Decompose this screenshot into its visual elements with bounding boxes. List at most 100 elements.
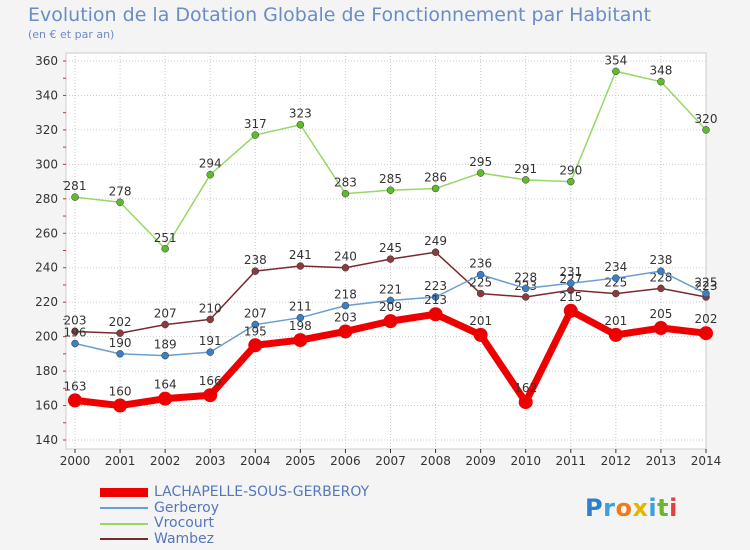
- y-tick-label: 260: [35, 226, 58, 240]
- data-point: [563, 303, 578, 318]
- data-label: 285: [379, 172, 402, 186]
- chart-subtitle: (en € et par an): [28, 28, 115, 41]
- data-label: 205: [649, 307, 672, 321]
- data-point: [293, 333, 308, 348]
- data-label: 160: [109, 385, 132, 399]
- data-point: [702, 289, 710, 298]
- data-label: 213: [424, 293, 447, 307]
- data-label: 281: [64, 179, 87, 193]
- data-point: [657, 267, 665, 275]
- x-tick-label: 2007: [375, 454, 406, 468]
- plot-area: [65, 52, 707, 450]
- data-label: 218: [334, 288, 357, 302]
- data-point: [113, 398, 128, 413]
- y-tick-label: 180: [35, 364, 58, 378]
- x-tick-label: 2005: [285, 454, 316, 468]
- x-tick-label: 2001: [105, 454, 136, 468]
- data-label: 251: [154, 231, 177, 245]
- data-point: [386, 186, 395, 194]
- data-label: 210: [199, 301, 222, 315]
- data-label: 295: [469, 155, 492, 169]
- legend-swatch: [100, 507, 148, 510]
- x-tick-label: 2000: [60, 454, 91, 468]
- data-point: [341, 263, 350, 272]
- data-point: [71, 193, 79, 201]
- y-tick-label: 300: [35, 157, 58, 171]
- data-label: 203: [334, 310, 357, 324]
- data-point: [386, 296, 395, 305]
- data-point: [296, 262, 305, 270]
- legend-item: LACHAPELLE-SOUS-GERBEROY: [100, 485, 369, 501]
- legend-swatch: [100, 522, 148, 525]
- legend-label: LACHAPELLE-SOUS-GERBEROY: [154, 484, 370, 501]
- data-label: 323: [289, 107, 312, 121]
- legend-item: Wambez: [100, 530, 369, 548]
- data-point: [206, 348, 214, 356]
- data-point: [203, 388, 218, 403]
- data-point: [116, 350, 124, 358]
- data-label: 198: [289, 319, 312, 333]
- data-point: [431, 248, 440, 256]
- data-label: 163: [64, 379, 87, 393]
- data-label: 238: [649, 253, 672, 267]
- data-point: [296, 120, 305, 129]
- x-tick-label: 2010: [510, 454, 541, 468]
- data-label: 294: [199, 157, 222, 171]
- data-point: [608, 327, 623, 342]
- x-tick-label: 2008: [420, 454, 451, 468]
- data-label: 278: [109, 184, 132, 198]
- data-label: 249: [424, 234, 447, 248]
- data-point: [473, 327, 488, 342]
- y-tick-label: 320: [35, 123, 58, 137]
- data-point: [341, 301, 350, 310]
- y-tick-label: 280: [35, 192, 58, 206]
- data-point: [431, 293, 440, 301]
- data-point: [251, 320, 260, 329]
- series-vrocourt: 281 278 251 294 317 323 283 285 286 295 291 290 354 3…: [64, 53, 718, 253]
- data-label: 209: [379, 300, 402, 314]
- data-point: [161, 351, 169, 360]
- data-point: [657, 77, 665, 86]
- data-point: [206, 315, 214, 324]
- data-point: [161, 245, 169, 253]
- data-label: 162: [514, 381, 537, 395]
- proxiti-logo: Proxiti: [585, 494, 678, 522]
- data-label: 283: [334, 176, 357, 190]
- data-label: 215: [559, 290, 582, 304]
- data-point: [386, 255, 395, 263]
- data-point: [521, 293, 530, 301]
- data-label: 320: [695, 112, 718, 126]
- legend-label: Gerberoy: [154, 499, 220, 516]
- data-point: [612, 67, 620, 76]
- y-tick-label: 240: [35, 261, 58, 275]
- data-point: [521, 284, 530, 293]
- data-point: [116, 329, 124, 337]
- data-point: [68, 393, 82, 408]
- data-label: 231: [559, 265, 582, 279]
- data-point: [567, 279, 575, 287]
- data-point: [699, 326, 713, 341]
- data-label: 211: [289, 300, 312, 314]
- data-point: [251, 131, 260, 139]
- y-tick-label: 160: [35, 399, 58, 413]
- x-tick-label: 2004: [240, 454, 271, 468]
- data-label: 228: [514, 270, 537, 284]
- data-label: 236: [469, 257, 492, 271]
- series-wambez: 2032022072102382412402452492252232272252…: [64, 234, 717, 337]
- data-point: [431, 184, 440, 193]
- data-point: [71, 339, 79, 348]
- data-point: [161, 320, 169, 329]
- data-label: 196: [64, 326, 87, 340]
- data-point: [612, 289, 620, 298]
- data-point: [702, 126, 710, 134]
- y-tick-label: 360: [35, 54, 58, 68]
- data-point: [71, 327, 79, 336]
- data-point: [158, 391, 173, 406]
- data-point: [518, 395, 533, 410]
- data-point: [612, 274, 620, 282]
- legend-label: Wambez: [154, 530, 215, 547]
- data-label: 317: [244, 117, 267, 131]
- data-point: [116, 198, 124, 207]
